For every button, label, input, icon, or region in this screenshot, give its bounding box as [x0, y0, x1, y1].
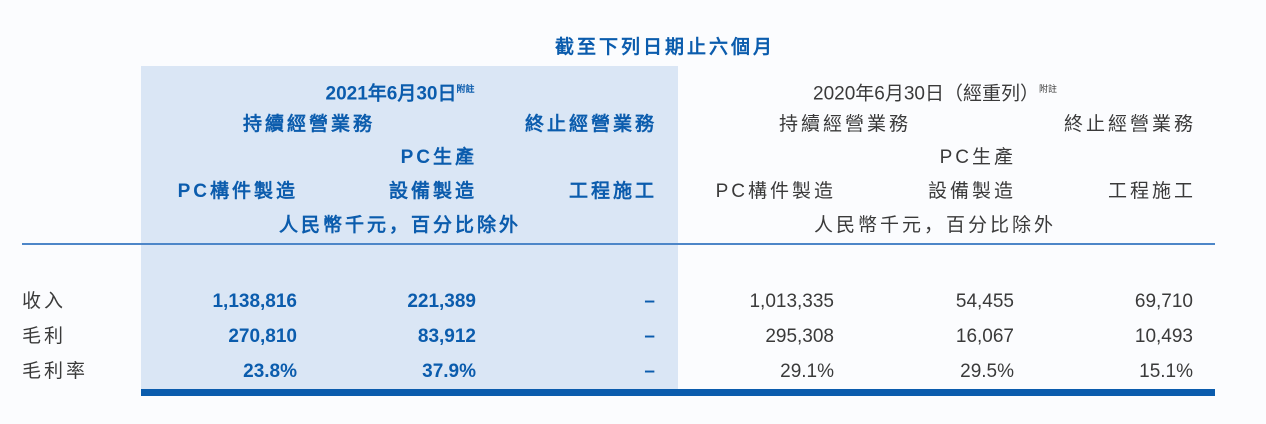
note-mark: 附註	[456, 84, 475, 94]
header-2021-discontinued: 終止經營業務	[524, 114, 657, 135]
header-2021-col2-line2: 設備製造	[388, 181, 477, 202]
date-text: 2020年6月30日（經重列）	[813, 83, 1039, 105]
cell-value: 270,810	[228, 326, 297, 347]
row-label: 收入	[22, 291, 67, 312]
cell-value: 10,493	[1134, 326, 1193, 347]
highlight-2021-column	[141, 66, 678, 392]
header-2021-col3: 工程施工	[568, 181, 657, 202]
header-2020-date: 2020年6月30日（經重列）附註	[813, 77, 1057, 106]
cell-value: 37.9%	[422, 361, 476, 382]
header-2020-discontinued: 終止經營業務	[1063, 114, 1196, 135]
cell-value: –	[644, 291, 655, 312]
cell-value: 54,455	[955, 291, 1014, 312]
cell-value: 23.8%	[243, 361, 297, 382]
header-2020-col2-line2: 設備製造	[927, 181, 1016, 202]
header-2021-date: 2021年6月30日附註	[326, 77, 475, 106]
cell-value: 29.1%	[780, 361, 834, 382]
cell-value: 69,710	[1134, 291, 1193, 312]
header-2021-col2-line1: PC生產	[400, 147, 477, 168]
header-2020-col3: 工程施工	[1107, 181, 1196, 202]
cell-value: –	[644, 361, 655, 382]
row-label: 毛利	[22, 326, 67, 347]
cell-value: 221,389	[407, 291, 476, 312]
note-mark: 附註	[1038, 84, 1057, 94]
cell-value: 15.1%	[1139, 361, 1193, 382]
cell-value: 1,013,335	[749, 291, 834, 312]
cell-value: 16,067	[955, 326, 1014, 347]
cell-value: 29.5%	[960, 361, 1014, 382]
cell-value: 83,912	[417, 326, 476, 347]
cell-value: 295,308	[765, 326, 834, 347]
date-text: 2021年6月30日	[325, 83, 457, 105]
header-2021-continuing: 持續經營業務	[242, 114, 376, 135]
table-title: 截至下列日期止六個月	[554, 37, 776, 58]
cell-value: 1,138,816	[212, 291, 297, 312]
header-divider	[22, 243, 1215, 245]
header-2020-col1: PC構件製造	[715, 181, 836, 202]
table-bottom-border	[141, 389, 1215, 396]
header-2021-col1: PC構件製造	[177, 181, 298, 202]
header-2020-col2-line1: PC生產	[939, 147, 1016, 168]
header-2020-continuing: 持續經營業務	[778, 114, 912, 135]
cell-value: –	[644, 326, 655, 347]
header-2020-unit: 人民幣千元，百分比除外	[813, 215, 1057, 236]
row-label: 毛利率	[22, 361, 89, 382]
header-2021-unit: 人民幣千元，百分比除外	[278, 215, 522, 236]
